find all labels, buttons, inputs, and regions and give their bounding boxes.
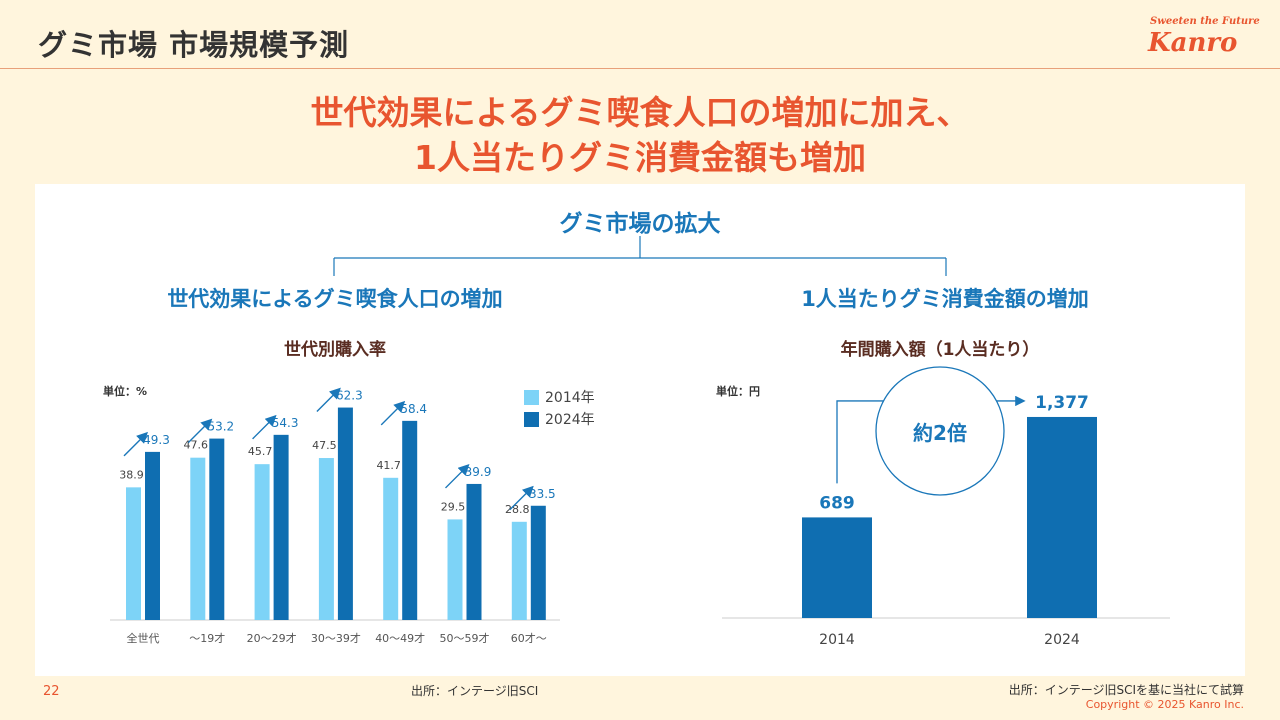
trend-arrow-0 xyxy=(123,431,148,457)
left-branch-label: 世代効果によるグミ喫食人口の増加 xyxy=(167,287,503,311)
year-label-2024: 2024 xyxy=(1044,632,1080,648)
year-label-2014: 2014 xyxy=(819,632,855,648)
value-label-2024-3: 62.3 xyxy=(336,389,363,403)
amount-bar-2014 xyxy=(802,517,872,618)
category-label-5: 50〜59才 xyxy=(440,631,490,645)
bar-2014-1 xyxy=(190,457,206,620)
value-label-2024-1: 53.2 xyxy=(207,420,234,434)
source-right: 出所：インテージ旧SCIを基に当社にて試算 xyxy=(1008,683,1244,697)
bar-2014-2 xyxy=(254,464,270,620)
bar-2024-3 xyxy=(337,407,353,620)
bar-2024-2 xyxy=(273,434,289,620)
bar-2024-4 xyxy=(402,420,418,620)
title-divider xyxy=(0,68,1280,69)
trend-arrow-6 xyxy=(509,485,534,511)
trend-arrow-2 xyxy=(252,414,277,440)
amount-value-label-2024: 1,377 xyxy=(1035,393,1089,413)
amount-value-label-2014: 689 xyxy=(819,493,855,513)
kanro-logo: Kanro xyxy=(1148,28,1238,58)
legend-item-2024: 2024年 xyxy=(524,409,595,429)
legend-label-2024: 2024年 xyxy=(545,412,595,428)
right-chart-title: 年間購入額（1人当たり） xyxy=(840,340,1040,360)
bar-2024-5 xyxy=(466,483,482,620)
value-label-2014-0: 38.9 xyxy=(119,468,144,481)
value-label-2024-6: 33.5 xyxy=(529,487,556,501)
right-branch-label: 1人当たりグミ消費金額の増加 xyxy=(801,287,1089,311)
bar-2014-4 xyxy=(383,477,399,620)
category-label-6: 60才〜 xyxy=(511,631,547,645)
category-label-1: 〜19才 xyxy=(189,631,225,645)
trend-arrow-3 xyxy=(316,387,341,413)
value-label-2014-5: 29.5 xyxy=(441,500,466,513)
legend-item-2014: 2014年 xyxy=(524,387,595,407)
left-chart-title: 世代別購入率 xyxy=(284,340,386,360)
growth-annotation-label: 約2倍 xyxy=(913,421,967,445)
value-label-2024-4: 58.4 xyxy=(400,402,427,416)
value-label-2024-0: 49.3 xyxy=(143,433,170,447)
headline-line-1: 世代効果によるグミ喫食人口の増加に加え、 xyxy=(310,93,970,132)
headline-line-2: 1人当たりグミ消費金額も増加 xyxy=(414,138,866,177)
bar-2014-6 xyxy=(511,521,527,620)
value-label-2024-5: 39.9 xyxy=(465,465,492,479)
bar-2024-0 xyxy=(145,451,160,620)
trend-arrow-5 xyxy=(445,463,470,489)
amount-bar-2024 xyxy=(1027,416,1097,618)
category-label-0: 全世代 xyxy=(127,631,160,645)
brand-tagline: Sweeten the Future xyxy=(1150,16,1260,27)
left-chart-unit: 単位：% xyxy=(103,385,148,398)
category-label-4: 40〜49才 xyxy=(375,631,425,645)
category-label-3: 30〜39才 xyxy=(311,631,361,645)
tree-root-label: グミ市場の拡大 xyxy=(559,211,721,237)
bar-2014-3 xyxy=(318,458,334,620)
copyright: Copyright © 2025 Kanro Inc. xyxy=(1085,698,1244,711)
legend-label-2014: 2014年 xyxy=(545,390,595,406)
value-label-2024-2: 54.3 xyxy=(272,416,299,430)
bar-2014-0 xyxy=(126,487,141,620)
bar-2024-1 xyxy=(209,438,225,620)
bar-2024-6 xyxy=(530,505,546,620)
value-label-2014-6: 28.8 xyxy=(505,503,530,516)
category-label-2: 20〜29才 xyxy=(247,631,297,645)
growth-annotation-circle xyxy=(875,366,1005,496)
value-label-2014-3: 47.5 xyxy=(312,439,337,452)
page-number: 22 xyxy=(43,684,60,699)
legend-swatch-2024 xyxy=(524,411,539,427)
trend-arrow-1 xyxy=(187,418,213,444)
value-label-2014-2: 45.7 xyxy=(248,445,273,458)
trend-arrow-4 xyxy=(380,400,406,426)
value-label-2014-4: 41.7 xyxy=(376,459,401,472)
page-title: グミ市場 市場規模予測 xyxy=(38,28,350,62)
right-chart-unit: 単位：円 xyxy=(716,385,760,398)
bar-2014-5 xyxy=(447,519,463,620)
legend-swatch-2014 xyxy=(524,389,539,405)
source-left: 出所：インテージ旧SCI xyxy=(411,684,539,698)
